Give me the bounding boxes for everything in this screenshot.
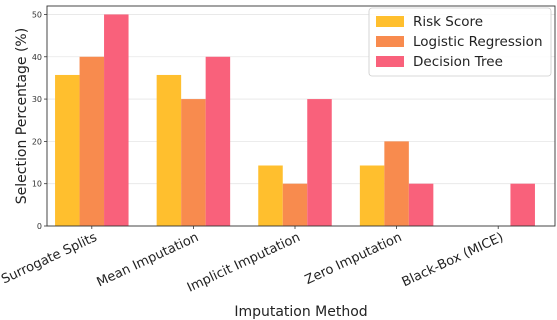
bars	[55, 14, 535, 227]
x-tick-label: Surrogate Splits	[0, 230, 100, 288]
x-tick-label: Black-Box (MICE)	[400, 230, 506, 290]
legend-label: Risk Score	[413, 14, 483, 30]
bar	[408, 183, 434, 226]
y-tick-label: 20	[32, 137, 42, 146]
bar	[510, 183, 535, 226]
bar	[205, 56, 231, 227]
y-ticks: 0 10 20 30 40 50	[32, 10, 47, 231]
bar	[181, 99, 206, 226]
plot-frame	[46, 5, 556, 227]
legend-swatch	[376, 36, 404, 47]
y-tick-label: 10	[32, 180, 42, 189]
legend-label: Logistic Regression	[413, 34, 543, 50]
legend: Risk Score Logistic Regression Decision Tr…	[368, 7, 552, 77]
y-tick-label: 40	[32, 53, 42, 62]
legend-swatch	[376, 56, 404, 67]
x-tick-label: Zero Imputation	[303, 230, 405, 288]
x-axis-title: Imputation Method	[234, 304, 367, 320]
bar	[258, 165, 283, 226]
bar	[55, 74, 80, 226]
bar	[282, 183, 308, 226]
bar	[384, 141, 409, 226]
bar	[156, 74, 182, 226]
bar	[79, 56, 105, 227]
bar	[359, 165, 385, 226]
y-tick-label: 30	[32, 95, 42, 104]
x-tick-label: Implicit Imputation	[185, 230, 303, 296]
legend-label: Decision Tree	[413, 54, 503, 70]
y-tick-label: 50	[32, 10, 42, 19]
bar	[104, 14, 129, 227]
bar	[307, 99, 332, 226]
legend-swatch	[376, 16, 404, 27]
legend-frame	[368, 7, 552, 77]
y-axis-title: Selection Percentage (%)	[14, 28, 30, 204]
y-tick-label: 0	[37, 222, 42, 231]
